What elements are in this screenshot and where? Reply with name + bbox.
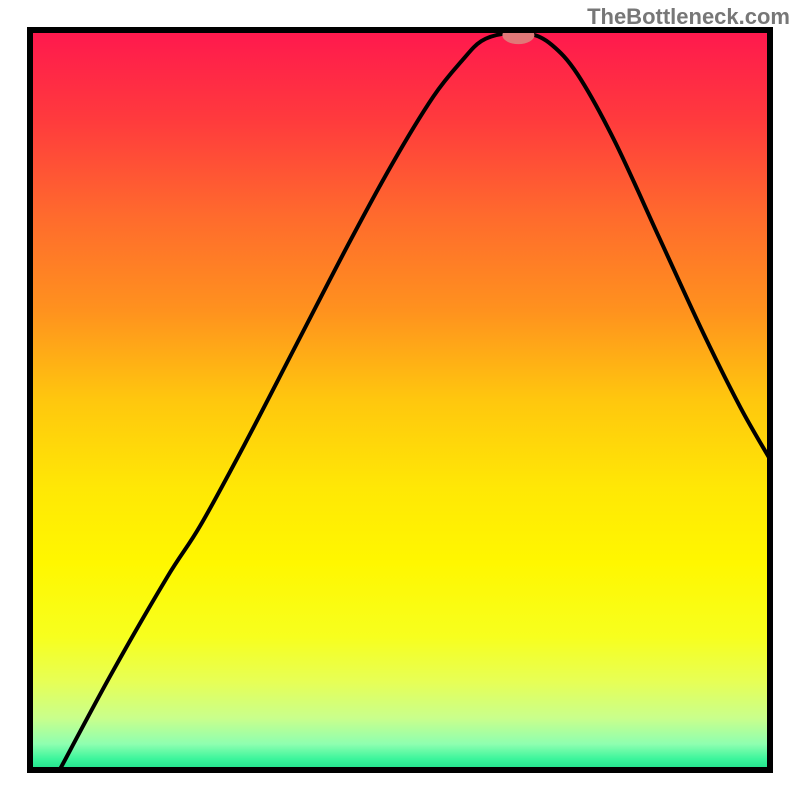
chart-container: TheBottleneck.com (0, 0, 800, 800)
plot-background (30, 30, 770, 770)
bottleneck-chart (0, 0, 800, 800)
watermark-text: TheBottleneck.com (587, 4, 790, 30)
